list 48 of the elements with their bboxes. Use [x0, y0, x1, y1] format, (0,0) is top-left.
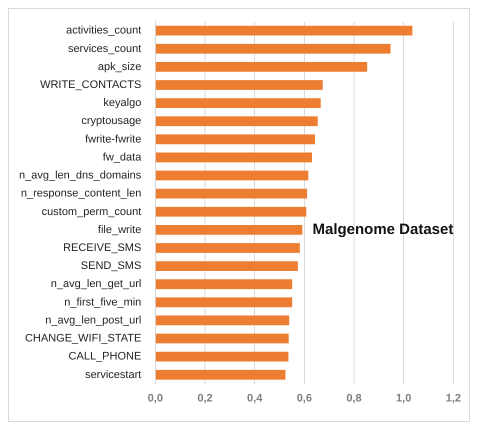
bar: [156, 26, 412, 36]
y-tick-label: n_avg_len_get_url: [50, 278, 142, 290]
bar: [156, 134, 316, 144]
y-tick-label: n_avg_len_dns_domains: [18, 170, 142, 182]
x-tick-label: 1,2: [446, 392, 462, 404]
bar: [156, 170, 308, 180]
y-tick-label: fwrite-fwrite: [85, 133, 142, 146]
x-tick-label: 0,2: [197, 392, 213, 404]
y-tick-label: custom_perm_count: [42, 206, 142, 218]
bar: [156, 206, 306, 217]
bar: [156, 188, 308, 199]
y-tick-label: CHANGE_WIFI_STATE: [24, 332, 142, 345]
bar: [156, 224, 302, 235]
bar: [156, 62, 368, 72]
y-tick-label: cryptousage: [81, 115, 142, 128]
bar: [156, 352, 288, 362]
y-tick-label: WRITE_CONTACTS: [40, 79, 142, 92]
y-tick-label: SEND_SMS: [80, 260, 142, 272]
bar: [156, 297, 292, 308]
annotation: Malgenome Dataset: [312, 221, 454, 238]
bar: [156, 152, 312, 162]
x-tick-label: 0,8: [346, 392, 362, 404]
bar: [156, 316, 290, 326]
bar: [156, 243, 300, 253]
y-tick-label: file_write: [98, 224, 142, 236]
bar: [156, 279, 292, 290]
y-tick-label: CALL_PHONE: [68, 350, 142, 363]
bar: [156, 98, 321, 108]
bar: [156, 261, 298, 271]
y-tick-label: n_first_five_min: [64, 296, 142, 308]
x-tick-label: 0,0: [148, 392, 163, 404]
y-tick-label: RECEIVE_SMS: [63, 242, 142, 254]
bar: [156, 370, 286, 380]
x-tick-label: 0,6: [296, 392, 312, 404]
y-tick-label: services_count: [68, 42, 142, 55]
bar: [156, 80, 323, 90]
y-tick-label: servicestart: [85, 368, 142, 381]
y-tick-label: n_response_content_len: [20, 188, 142, 200]
x-tick-label: 0,4: [247, 392, 264, 404]
y-tick-label: n_avg_len_post_url: [45, 314, 142, 326]
x-tick-label: 1,0: [396, 392, 412, 404]
bar: [156, 44, 391, 54]
y-tick-label: keyalgo: [103, 97, 142, 110]
bar: [156, 334, 289, 344]
y-tick-label: activities_count: [66, 24, 142, 37]
y-tick-label: apk_size: [98, 60, 142, 73]
y-tick-label: fw_data: [102, 151, 142, 164]
bar: [156, 116, 318, 126]
